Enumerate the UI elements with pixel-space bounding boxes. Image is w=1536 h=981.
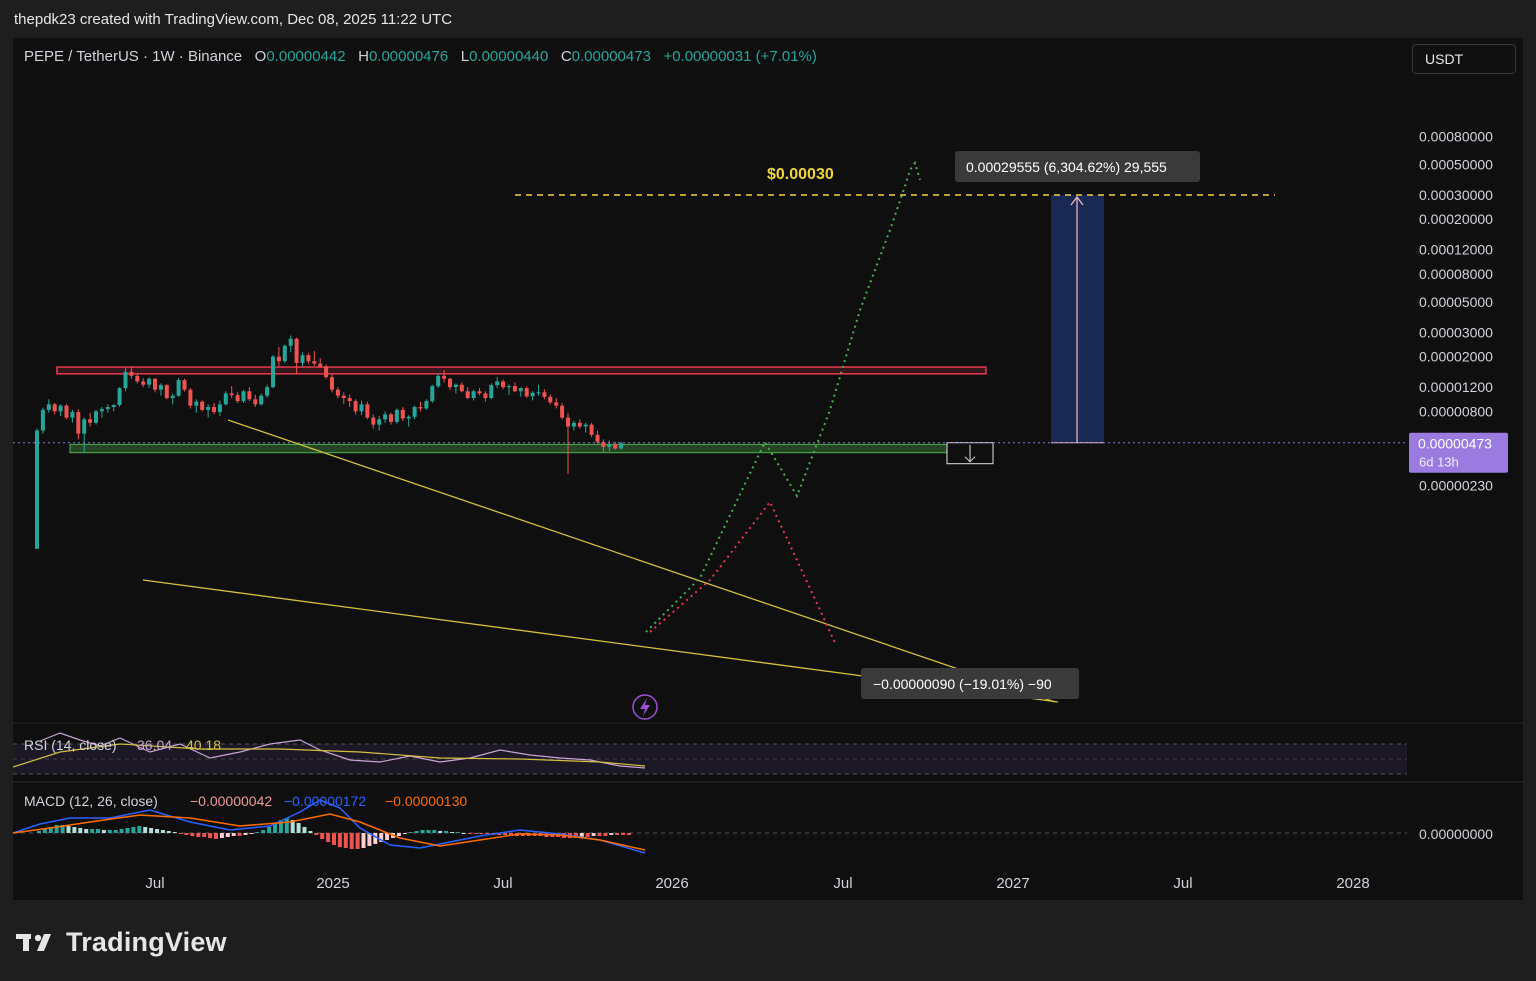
header-bar: thepdk23 created with TradingView.com, D… [0,0,1536,38]
high-key: H [358,48,369,65]
low-value: 0.00000440 [469,48,549,65]
currency-button[interactable]: USDT [1412,44,1516,74]
footer-bar [0,900,1536,981]
symbol-legend[interactable]: PEPE / TetherUS · 1W · Binance O0.000004… [24,48,817,65]
chart-frame[interactable] [13,38,1523,900]
close-value: 0.00000473 [571,48,651,65]
open-value: 0.00000442 [266,48,346,65]
high-value: 0.00000476 [368,48,449,65]
close-key: C [560,48,572,65]
symbol-name[interactable]: PEPE / TetherUS · 1W · Binance [24,48,243,65]
low-key: L [460,48,470,65]
chart-credit: thepdk23 created with TradingView.com, D… [14,11,453,28]
tradingview-logo-icon [16,934,51,951]
open-key: O [254,48,267,65]
change-value: +0.00000031 (+7.01%) [663,48,817,65]
brand-name: TradingView [66,926,227,957]
tradingview-logo[interactable]: TradingView [16,924,227,960]
